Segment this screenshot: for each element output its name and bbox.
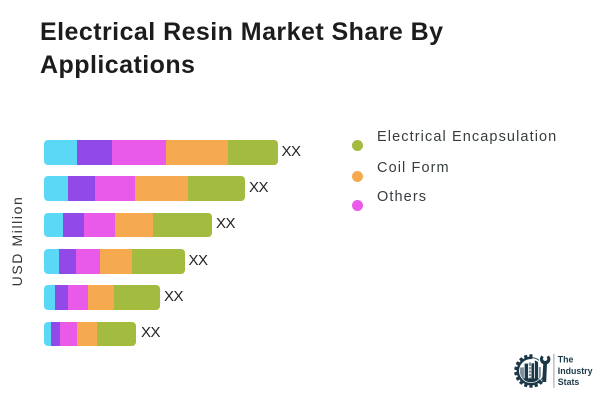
svg-text:Industry: Industry [558,366,593,376]
svg-text:Stats: Stats [558,377,580,387]
svg-text:The: The [558,354,574,364]
